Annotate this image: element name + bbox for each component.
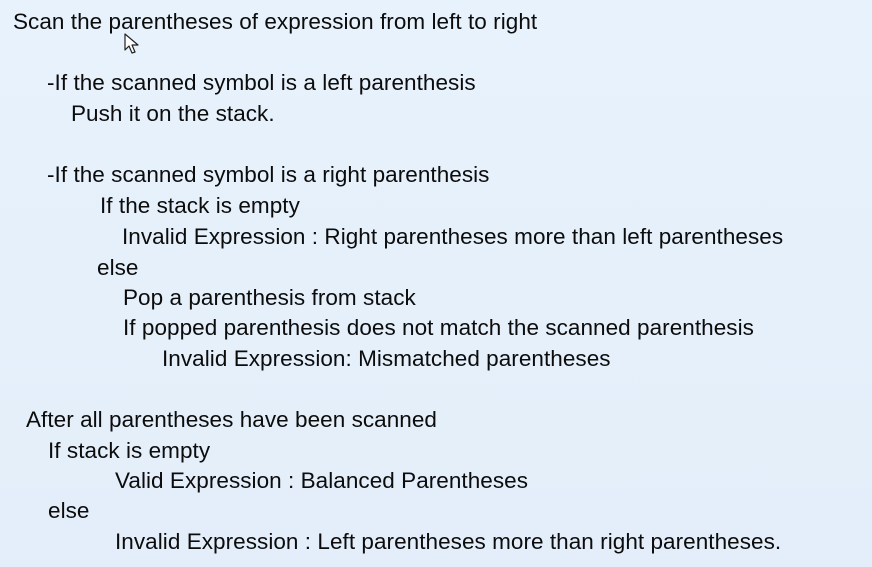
rule-final-else-branch: else xyxy=(48,498,90,523)
rule-pop-action: Pop a parenthesis from stack xyxy=(123,285,416,310)
rule-right-paren-condition: -If the scanned symbol is a right parent… xyxy=(47,162,490,187)
rule-left-paren-condition: -If the scanned symbol is a left parenth… xyxy=(47,70,476,95)
mouse-pointer-icon xyxy=(124,33,139,54)
rule-push-action: Push it on the stack. xyxy=(71,101,275,126)
heading-scan-rule: Scan the parentheses of expression from … xyxy=(13,9,538,34)
rule-stack-empty-check: If the stack is empty xyxy=(100,193,300,218)
rule-mismatch-check: If popped parenthesis does not match the… xyxy=(123,315,754,340)
heading-after-scan: After all parentheses have been scanned xyxy=(26,407,437,432)
rule-invalid-left-excess: Invalid Expression : Left parentheses mo… xyxy=(115,529,782,554)
rule-invalid-mismatched: Invalid Expression: Mismatched parenthes… xyxy=(162,346,611,371)
rule-valid-balanced: Valid Expression : Balanced Parentheses xyxy=(115,468,529,493)
rule-invalid-right-excess: Invalid Expression : Right parentheses m… xyxy=(122,224,784,249)
rule-else-branch: else xyxy=(97,255,139,280)
rule-final-stack-empty-check: If stack is empty xyxy=(48,438,211,463)
